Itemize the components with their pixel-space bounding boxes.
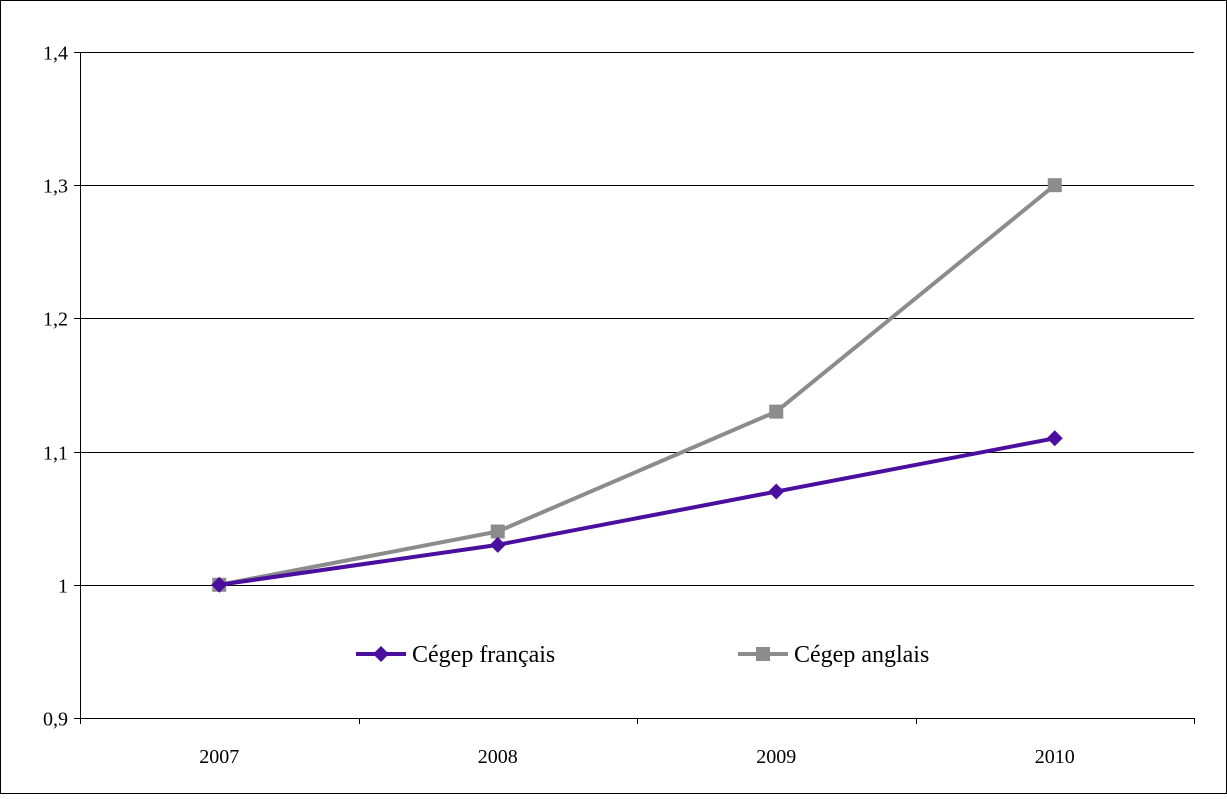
legend-label: Cégep français: [412, 642, 555, 668]
x-tick-label: 2007: [199, 746, 239, 768]
legend-item: Cégep français: [356, 642, 555, 668]
series-layer: [211, 178, 1063, 593]
y-tick-label: 1,4: [43, 43, 68, 65]
y-tick-label: 1: [58, 576, 68, 598]
legend: Cégep français Cégep anglais: [356, 642, 929, 668]
data-point: [1047, 178, 1062, 193]
series-line: [218, 436, 1056, 587]
data-point: [768, 483, 785, 500]
x-tick-label: 2009: [756, 746, 796, 768]
x-tick-label: 2010: [1035, 746, 1075, 768]
y-tick-label: 1,1: [43, 443, 68, 465]
axes-layer: 0,9 1 1,1 1,2 1,3 1,4 2007 2008 2009 2010: [43, 43, 1195, 768]
data-point: [489, 536, 506, 553]
legend-label: Cégep anglais: [794, 642, 929, 668]
data-point: [769, 404, 784, 419]
y-tick-label: 0,9: [43, 709, 68, 731]
y-tick-label: 1,3: [43, 176, 68, 198]
legend-marker: [756, 647, 770, 661]
series-line: [218, 183, 1057, 587]
legend-marker: [373, 646, 389, 662]
grid-layer: [80, 52, 1194, 586]
data-point: [490, 524, 505, 539]
y-tick-label: 1,2: [43, 309, 68, 331]
legend-item: Cégep anglais: [738, 642, 929, 668]
data-point: [211, 576, 228, 593]
data-point: [1046, 430, 1063, 447]
x-tick-label: 2008: [478, 746, 518, 768]
